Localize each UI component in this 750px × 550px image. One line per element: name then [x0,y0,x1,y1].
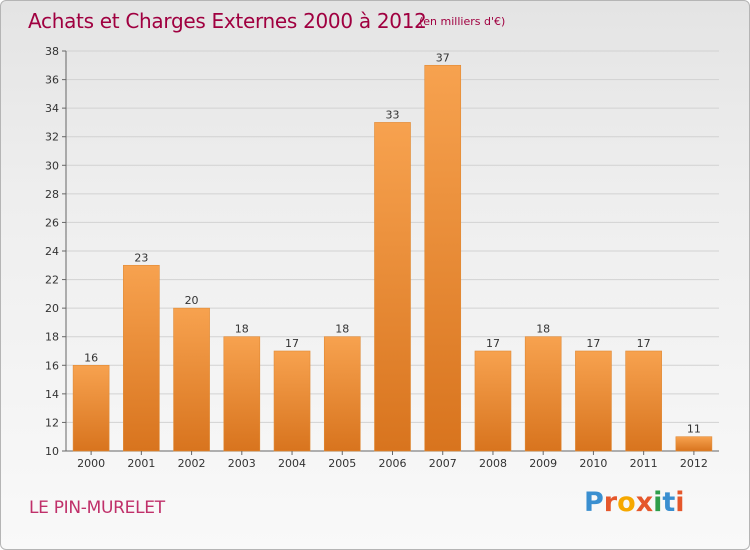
y-tick-label: 14 [45,388,59,401]
y-tick-label: 20 [45,302,59,315]
x-tick-label-2011: 2011 [630,457,658,470]
x-tick-label-2004: 2004 [278,457,306,470]
x-tick-labels: 2000 2001 2002 2003 2004 2005 2006 2007 2008 2009… [77,451,708,470]
x-tick-label-2003: 2003 [228,457,256,470]
value-label-2004: 17 [285,337,299,350]
bar-2004 [273,350,311,452]
y-tick-label: 38 [45,45,59,58]
bar-2007 [424,64,462,452]
y-tick-label: 22 [45,274,59,287]
bar-2001 [123,264,160,452]
x-tick-label-2009: 2009 [529,457,557,470]
value-label-2008: 17 [486,337,500,350]
y-tick-label: 34 [45,102,59,115]
bar-2006 [374,122,411,452]
logo-letter: i [675,487,685,518]
y-tick-label: 12 [45,416,59,429]
bar-2002 [173,307,210,452]
bar-2000 [72,364,110,452]
x-tick-label-2001: 2001 [127,457,155,470]
bar-2012 [675,436,713,452]
value-label-2003: 18 [235,323,249,336]
bar-2011 [625,350,662,452]
y-tick-label: 36 [45,74,59,87]
y-tick-label: 32 [45,131,59,144]
x-tick-label-2005: 2005 [328,457,356,470]
chart-title: Achats et Charges Externes 2000 à 2012 [28,9,427,33]
x-tick-label-2006: 2006 [379,457,407,470]
value-label-2005: 18 [335,323,349,336]
y-tick-label: 30 [45,159,59,172]
y-tick-label: 16 [45,359,59,372]
x-tick-label-2008: 2008 [479,457,507,470]
value-label-2009: 18 [536,323,550,336]
value-label-2001: 23 [134,251,148,264]
y-tick-label: 24 [45,245,59,258]
bar-2010 [575,350,612,452]
y-tick-label: 28 [45,188,59,201]
value-labels: 16 23 20 18 17 18 33 37 17 18 17 17 11 [84,51,701,435]
x-tick-label-2000: 2000 [77,457,105,470]
value-label-2010: 17 [586,337,600,350]
x-tick-label-2007: 2007 [429,457,457,470]
bar-2009 [524,336,562,452]
logo-letter: t [662,487,676,518]
value-label-2002: 20 [185,294,199,307]
bar-2008 [474,350,512,452]
logo-letter: x [635,487,654,518]
commune-name: LE PIN-MURELET [29,498,165,518]
y-tick-label: 18 [45,331,59,344]
value-label-2000: 16 [84,351,98,364]
logo-letter: o [617,487,636,518]
bar-2005 [323,336,361,452]
value-label-2011: 17 [637,337,651,350]
y-tick-labels: 10 12 14 16 18 20 22 24 26 28 30 32 34 36 38 [45,45,59,458]
logo-letter: r [603,487,618,518]
logo-letter: P [584,487,604,518]
logo-letter: i [653,487,663,518]
value-label-2007: 37 [436,51,450,64]
value-label-2012: 11 [687,423,701,436]
x-tick-label-2012: 2012 [680,457,708,470]
bars [72,64,713,452]
x-tick-label-2010: 2010 [579,457,607,470]
bar-2003 [223,336,261,452]
proxiti-logo: Proxiti [584,487,685,518]
x-tick-label-2002: 2002 [178,457,206,470]
value-label-2006: 33 [386,108,400,121]
y-tick-label: 10 [45,445,59,458]
chart-unit: (en milliers d'€) [419,15,506,28]
y-tick-label: 26 [45,216,59,229]
